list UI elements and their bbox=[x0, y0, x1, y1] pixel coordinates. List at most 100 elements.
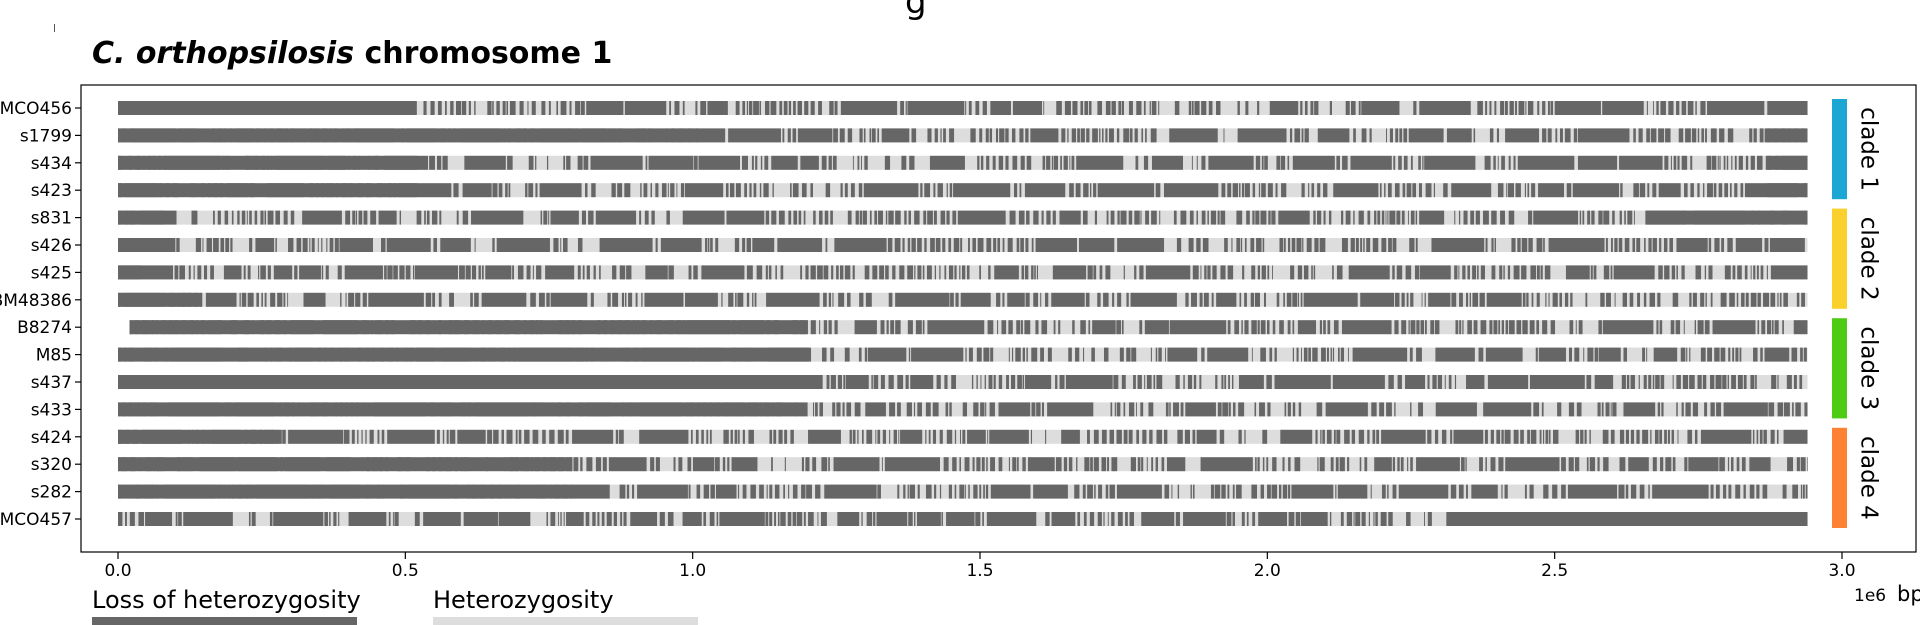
loh-segment bbox=[670, 183, 675, 198]
loh-segment bbox=[1660, 375, 1665, 389]
loh-segment bbox=[1379, 402, 1385, 417]
loh-segment bbox=[1626, 375, 1630, 389]
loh-segment bbox=[1633, 210, 1635, 225]
loh-segment bbox=[832, 155, 837, 170]
loh-segment bbox=[1156, 375, 1163, 389]
loh-segment bbox=[815, 484, 821, 499]
loh-segment bbox=[990, 484, 1031, 499]
loh-segment bbox=[1509, 101, 1514, 115]
loh-segment bbox=[1061, 128, 1066, 143]
loh-segment bbox=[348, 512, 387, 526]
loh-segment bbox=[1098, 484, 1103, 499]
loh-segment bbox=[223, 265, 242, 280]
loh-segment bbox=[1545, 292, 1547, 307]
loh-segment bbox=[756, 265, 763, 280]
loh-segment bbox=[1767, 320, 1772, 335]
loh-segment bbox=[1105, 484, 1109, 499]
loh-segment bbox=[1743, 484, 1746, 499]
loh-segment bbox=[591, 183, 596, 198]
loh-segment bbox=[343, 429, 350, 444]
loh-segment bbox=[1586, 457, 1589, 472]
loh-segment bbox=[1760, 265, 1764, 280]
loh-segment bbox=[339, 238, 373, 252]
loh-segment bbox=[1103, 347, 1109, 362]
loh-segment bbox=[1125, 512, 1128, 526]
loh-segment bbox=[1741, 292, 1745, 307]
loh-segment bbox=[888, 375, 894, 389]
loh-segment bbox=[1727, 238, 1733, 252]
loh-segment bbox=[1068, 347, 1072, 362]
loh-segment bbox=[1341, 320, 1392, 335]
loh-segment bbox=[492, 183, 498, 198]
loh-segment bbox=[1542, 320, 1548, 335]
loh-segment bbox=[1418, 155, 1421, 170]
loh-segment bbox=[1681, 402, 1684, 417]
loh-segment bbox=[1564, 128, 1571, 143]
sample-row-s831 bbox=[118, 210, 1808, 225]
loh-segment bbox=[1410, 210, 1415, 225]
loh-segment bbox=[1738, 155, 1743, 170]
loh-segment bbox=[878, 210, 883, 225]
loh-block bbox=[1767, 183, 1808, 198]
loh-segment bbox=[1597, 457, 1600, 472]
loh-segment bbox=[784, 429, 788, 444]
loh-segment bbox=[1630, 375, 1635, 389]
clade-label: clade 3 bbox=[1856, 326, 1882, 410]
loh-segment bbox=[746, 292, 750, 307]
loh-segment bbox=[1427, 429, 1432, 444]
loh-segment bbox=[1716, 402, 1722, 417]
loh-segment bbox=[611, 183, 616, 198]
loh-segment bbox=[1676, 402, 1678, 417]
loh-segment bbox=[1216, 292, 1237, 307]
loh-segment bbox=[1389, 128, 1393, 143]
loh-segment bbox=[819, 320, 821, 335]
loh-segment bbox=[1083, 183, 1089, 198]
loh-segment bbox=[1667, 429, 1670, 444]
loh-segment bbox=[1705, 128, 1707, 143]
loh-segment bbox=[1714, 238, 1720, 252]
loh-segment bbox=[925, 429, 927, 444]
loh-segment bbox=[1118, 101, 1122, 115]
loh-segment bbox=[1541, 402, 1544, 417]
loh-segment bbox=[1008, 457, 1010, 472]
loh-segment bbox=[1418, 402, 1424, 417]
loh-segment bbox=[1129, 512, 1134, 526]
loh-segment bbox=[1199, 375, 1202, 389]
loh-segment bbox=[1183, 512, 1226, 526]
loh-segment bbox=[644, 210, 649, 225]
sample-rows bbox=[118, 101, 1808, 526]
loh-segment bbox=[1750, 155, 1755, 170]
loh-segment bbox=[1221, 375, 1224, 389]
loh-segment bbox=[1026, 347, 1028, 362]
loh-segment bbox=[1479, 292, 1485, 307]
loh-segment bbox=[778, 429, 783, 444]
loh-segment bbox=[463, 512, 498, 526]
loh-segment bbox=[1475, 210, 1480, 225]
loh-segment bbox=[1035, 238, 1078, 252]
loh-block bbox=[118, 183, 417, 198]
loh-segment bbox=[1713, 183, 1717, 198]
loh-segment bbox=[1646, 128, 1650, 143]
loh-segment bbox=[429, 155, 435, 170]
loh-segment bbox=[821, 155, 827, 170]
loh-segment bbox=[862, 210, 867, 225]
loh-segment bbox=[949, 402, 952, 417]
loh-segment bbox=[742, 484, 747, 499]
loh-segment bbox=[907, 265, 914, 280]
loh-segment bbox=[1483, 402, 1532, 417]
loh-segment bbox=[1022, 457, 1026, 472]
loh-segment bbox=[525, 183, 528, 198]
loh-segment bbox=[1454, 210, 1456, 225]
loh-segment bbox=[1291, 484, 1334, 499]
loh-segment bbox=[775, 265, 777, 280]
loh-segment bbox=[1059, 210, 1081, 225]
loh-segment bbox=[1542, 101, 1546, 115]
loh-segment bbox=[1244, 238, 1247, 252]
loh-segment bbox=[1670, 320, 1675, 335]
loh-segment bbox=[1500, 101, 1505, 115]
loh-segment bbox=[1497, 155, 1499, 170]
loh-segment bbox=[481, 292, 527, 307]
loh-segment bbox=[1718, 183, 1723, 198]
loh-segment bbox=[823, 320, 828, 335]
loh-segment bbox=[803, 512, 806, 526]
